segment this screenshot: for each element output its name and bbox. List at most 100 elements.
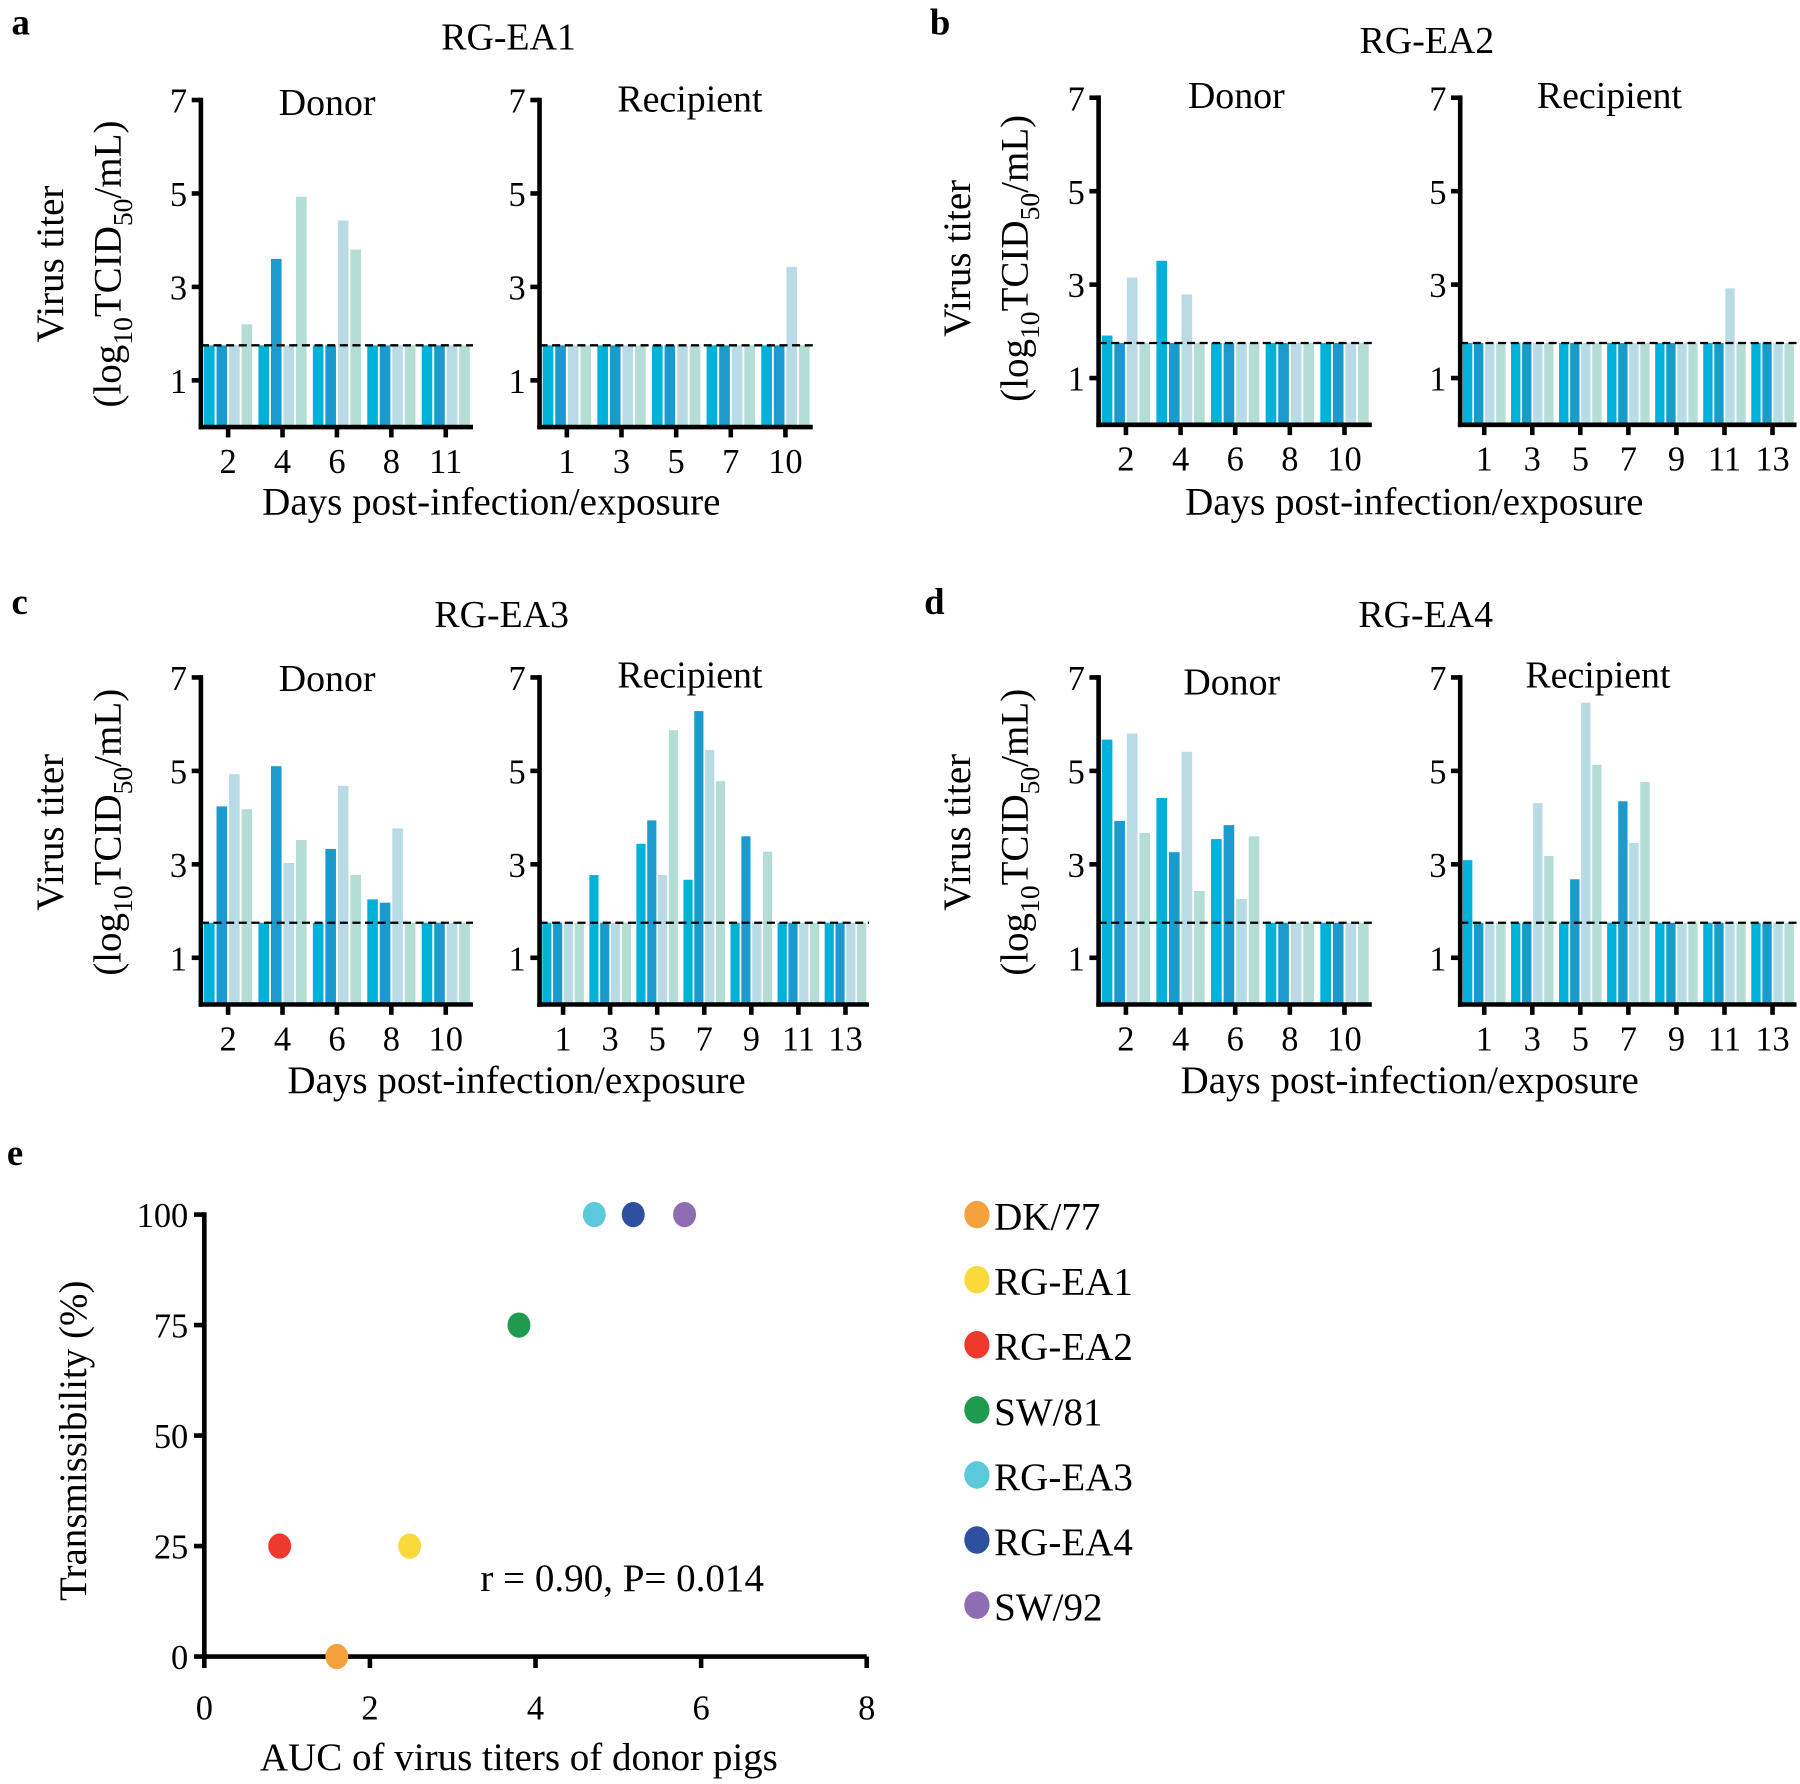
x-tick-label: 10	[1327, 441, 1361, 479]
bar	[1194, 890, 1205, 1005]
bar	[1290, 922, 1302, 1005]
y-tick-label: 1	[1068, 940, 1085, 978]
x-tick-label: 11	[1708, 1020, 1741, 1058]
bar	[350, 875, 362, 1005]
y-tick-label: 5	[1429, 174, 1446, 212]
bar	[404, 345, 416, 428]
bar	[1618, 343, 1628, 425]
y-tick-label: 5	[170, 754, 187, 792]
bar	[1101, 335, 1113, 425]
bar	[1592, 343, 1602, 425]
x-tick-label: 1	[558, 443, 575, 481]
bar	[773, 345, 785, 428]
y-tick-label: 7	[1429, 660, 1446, 698]
y-tick-label: 25	[154, 1529, 188, 1567]
y-tick-label: 7	[509, 83, 526, 121]
legend-item: DK/77	[964, 1196, 1100, 1239]
x-tick-label: 13	[828, 1020, 862, 1058]
bar	[658, 875, 668, 1005]
bar	[350, 249, 362, 428]
bar	[379, 345, 391, 428]
y-tick-label: 5	[1068, 174, 1085, 212]
bar	[325, 345, 336, 428]
bar	[1126, 733, 1138, 1005]
y-tick-label: 7	[1429, 80, 1446, 118]
x-tick-label: 7	[696, 1020, 713, 1058]
x-tick-label: 13	[1755, 441, 1789, 479]
bar	[664, 345, 676, 428]
bar	[824, 922, 834, 1005]
x-tick-label: 0	[196, 1690, 213, 1728]
bar	[1629, 343, 1639, 425]
bar	[1725, 288, 1735, 425]
bar	[1533, 803, 1543, 1005]
bar	[1629, 842, 1639, 1005]
subplot-subtitle: Recipient	[617, 78, 763, 120]
bar	[1139, 833, 1151, 1005]
bar	[446, 922, 458, 1005]
bar	[270, 258, 282, 428]
legend-item: RG-EA3	[964, 1456, 1133, 1499]
y-tick-label: 5	[509, 754, 526, 792]
y-tick-label: 1	[1068, 361, 1085, 399]
bar	[312, 922, 324, 1005]
bar	[1570, 879, 1580, 1005]
bar	[1345, 343, 1357, 425]
bar	[1570, 343, 1580, 425]
y-tick-label: 3	[170, 847, 187, 885]
panel-letter-e: e	[7, 1132, 23, 1173]
y-tick-label: 1	[1429, 940, 1446, 978]
bar	[421, 922, 433, 1005]
bar	[1666, 922, 1676, 1005]
bar	[1655, 922, 1665, 1005]
bar	[600, 922, 610, 1005]
bar	[563, 922, 574, 1005]
ylabel-line1: Virus titer	[936, 180, 979, 337]
bar	[705, 749, 715, 1005]
bar	[1592, 764, 1602, 1005]
bar	[1714, 922, 1724, 1005]
bar	[1544, 855, 1554, 1005]
bar	[1511, 343, 1521, 425]
x-tick-label: 5	[1572, 1020, 1589, 1058]
y-tick-label: 100	[137, 1197, 189, 1235]
bar	[337, 220, 349, 428]
x-tick-label: 6	[328, 443, 345, 481]
legend-label: RG-EA3	[994, 1456, 1133, 1499]
y-tick-label: 0	[171, 1639, 188, 1677]
bar	[204, 345, 215, 428]
bar	[798, 345, 810, 428]
bar	[610, 922, 621, 1005]
bar	[1320, 343, 1331, 425]
x-tick-label: 2	[1117, 1020, 1134, 1058]
bar	[1223, 343, 1235, 425]
bar	[1358, 922, 1369, 1005]
bar	[1751, 343, 1761, 425]
bar	[1462, 343, 1473, 425]
x-tick-label: 10	[429, 1020, 463, 1058]
bar	[752, 922, 762, 1005]
y-tick-label: 50	[154, 1418, 188, 1456]
subplot-subtitle: Recipient	[1537, 75, 1683, 117]
panel-letter-c: c	[11, 581, 27, 622]
bar	[337, 785, 349, 1005]
bar	[741, 836, 751, 1005]
bar	[857, 922, 867, 1005]
panel-d-title: RG-EA4	[1358, 594, 1493, 636]
x-tick-label: 10	[1327, 1020, 1361, 1058]
bar	[421, 345, 433, 428]
bar	[1725, 922, 1735, 1005]
bar	[1290, 343, 1302, 425]
bar	[622, 345, 634, 428]
bar	[1655, 343, 1665, 425]
legend-label: SW/92	[994, 1586, 1102, 1629]
bar	[459, 345, 470, 428]
bar	[621, 922, 631, 1005]
subplot-subtitle: Recipient	[1525, 655, 1671, 697]
bar	[1181, 294, 1193, 425]
bar	[459, 922, 470, 1005]
panel-a-ylabel: Virus titer (log10TCID50/mL)	[29, 121, 138, 408]
bar	[719, 345, 730, 428]
panel-b-title: RG-EA2	[1360, 20, 1495, 62]
